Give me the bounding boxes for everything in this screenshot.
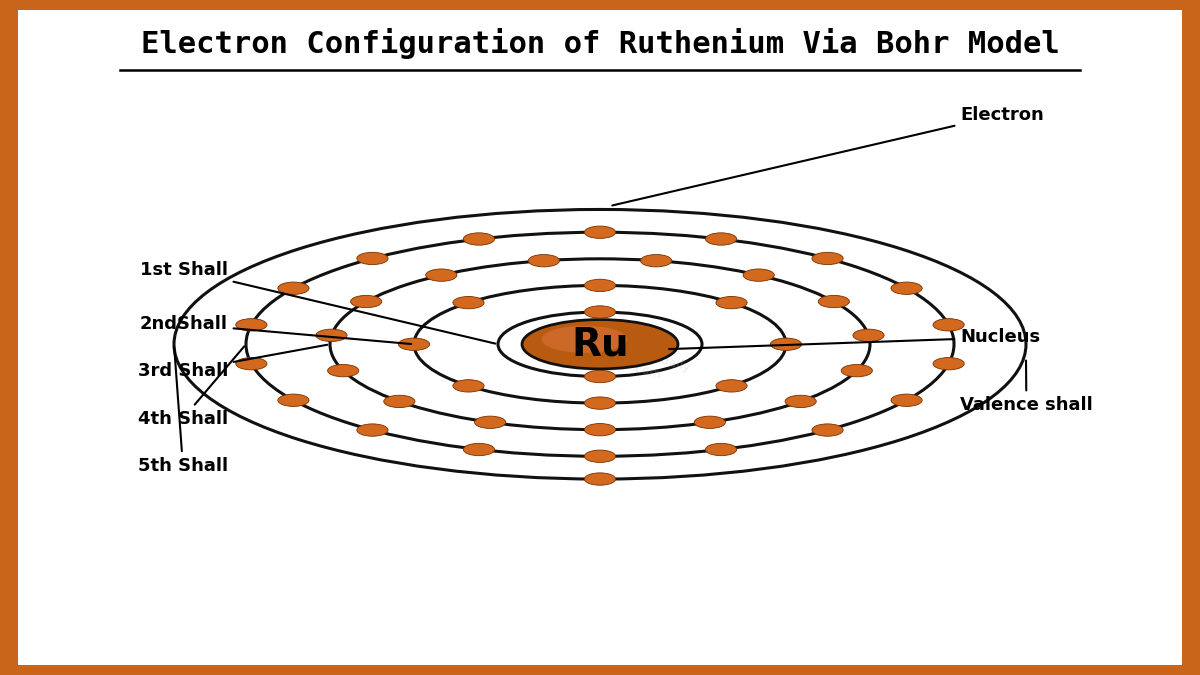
Ellipse shape	[890, 394, 922, 406]
Ellipse shape	[584, 226, 616, 238]
Text: Electron: Electron	[612, 106, 1044, 205]
Text: Ru: Ru	[571, 325, 629, 363]
FancyBboxPatch shape	[18, 10, 1182, 665]
Text: 4th Shall: 4th Shall	[138, 346, 245, 427]
Ellipse shape	[584, 371, 616, 383]
Ellipse shape	[522, 319, 678, 369]
Ellipse shape	[474, 416, 505, 429]
Ellipse shape	[706, 443, 737, 456]
Ellipse shape	[743, 269, 774, 281]
Ellipse shape	[641, 254, 672, 267]
Ellipse shape	[235, 358, 266, 370]
Text: 2ndShall: 2ndShall	[140, 315, 412, 344]
Text: 5th Shall: 5th Shall	[138, 347, 228, 475]
Ellipse shape	[452, 296, 484, 308]
Ellipse shape	[350, 296, 382, 308]
Ellipse shape	[934, 358, 965, 370]
Ellipse shape	[934, 319, 965, 331]
Ellipse shape	[528, 254, 559, 267]
Ellipse shape	[584, 423, 616, 436]
Ellipse shape	[706, 233, 737, 245]
Ellipse shape	[716, 296, 748, 308]
Ellipse shape	[356, 424, 388, 436]
Ellipse shape	[541, 326, 628, 353]
Ellipse shape	[278, 394, 310, 406]
Ellipse shape	[384, 396, 415, 408]
Ellipse shape	[890, 282, 922, 294]
Ellipse shape	[853, 329, 884, 342]
Ellipse shape	[463, 233, 494, 245]
Ellipse shape	[316, 329, 347, 342]
Ellipse shape	[584, 450, 616, 462]
Text: 3rd Shall: 3rd Shall	[138, 345, 328, 380]
Text: Valence shall: Valence shall	[960, 360, 1093, 414]
Ellipse shape	[785, 396, 816, 408]
Ellipse shape	[426, 269, 457, 281]
Ellipse shape	[812, 424, 844, 436]
Ellipse shape	[584, 306, 616, 318]
Ellipse shape	[584, 397, 616, 409]
Text: Diagramdaily
.com: Diagramdaily .com	[604, 340, 692, 389]
Ellipse shape	[841, 364, 872, 377]
Ellipse shape	[452, 380, 484, 392]
Ellipse shape	[328, 364, 359, 377]
Ellipse shape	[584, 473, 616, 485]
Text: Electron Configuration of Ruthenium Via Bohr Model: Electron Configuration of Ruthenium Via …	[140, 28, 1060, 59]
Ellipse shape	[235, 319, 266, 331]
Ellipse shape	[398, 338, 430, 350]
Ellipse shape	[463, 443, 494, 456]
Ellipse shape	[584, 279, 616, 292]
Ellipse shape	[695, 416, 726, 429]
Ellipse shape	[278, 282, 310, 294]
Text: Nucleus: Nucleus	[670, 329, 1040, 349]
Ellipse shape	[818, 296, 850, 308]
Ellipse shape	[770, 338, 802, 350]
Ellipse shape	[356, 252, 388, 265]
Text: 1st Shall: 1st Shall	[140, 261, 496, 344]
Ellipse shape	[812, 252, 844, 265]
Ellipse shape	[716, 380, 748, 392]
